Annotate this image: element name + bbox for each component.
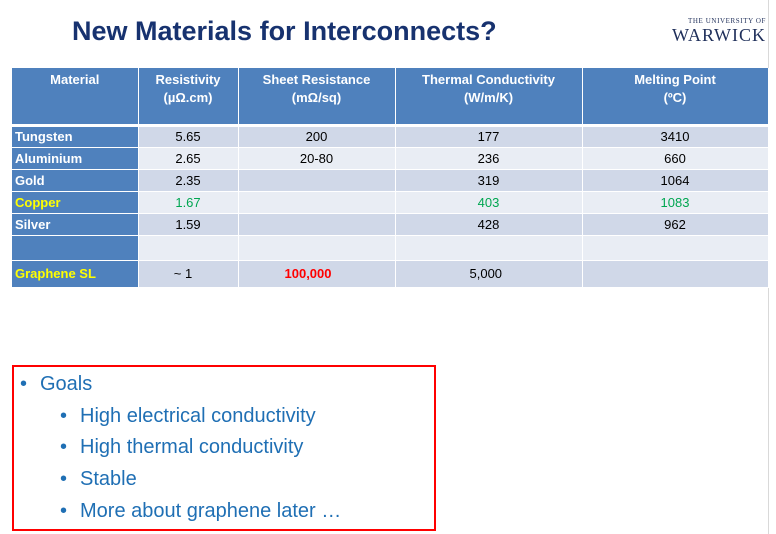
goals-heading: • Goals: [20, 373, 93, 395]
table-row-tungsten: Tungsten 5.65 200 177 3410: [12, 125, 769, 148]
thermal-conductivity-cell: 428: [395, 213, 583, 236]
table-row-silver: Silver 1.59 428 962: [12, 213, 769, 236]
university-logo: THE UNIVERSITY OF WARWICK: [642, 17, 766, 45]
list-item: • Stable: [60, 468, 137, 490]
melting-point-cell: 962: [582, 213, 769, 236]
thermal-conductivity-cell: 177: [395, 125, 583, 148]
thermal-conductivity-cell: 319: [395, 169, 583, 192]
table-row-empty: [12, 235, 769, 261]
logo-big-text: WARWICK: [672, 25, 766, 45]
resistivity-cell: 2.65: [138, 147, 239, 170]
list-item: • High electrical conductivity: [60, 405, 316, 427]
slide-edge-divider: [768, 0, 769, 534]
list-item: • High thermal conductivity: [60, 436, 304, 458]
sheet-resistance-cell: [238, 169, 396, 192]
material-cell: Graphene SL: [12, 260, 139, 288]
sheet-resistance-cell: 20-80: [238, 147, 396, 170]
sheet-resistance-cell: [238, 191, 396, 214]
slide-title: New Materials for Interconnects?: [72, 16, 497, 46]
table-row-copper: Copper 1.67 403 1083: [12, 191, 769, 214]
header-sheet-resistance: Sheet Resistance (mΩ/sq): [238, 68, 396, 127]
material-cell: [12, 235, 139, 261]
material-cell: Silver: [12, 213, 139, 236]
header-thermal-conductivity: Thermal Conductivity (W/m/K): [395, 68, 583, 127]
melting-point-cell: 1083: [582, 191, 769, 214]
melting-point-cell: 660: [582, 147, 769, 170]
sheet-resistance-cell: [238, 235, 396, 261]
bullet-icon: •: [60, 500, 68, 522]
material-cell: Aluminium: [12, 147, 139, 170]
thermal-conductivity-cell: 403: [395, 191, 583, 214]
list-item: • More about graphene later …: [60, 500, 342, 522]
sheet-resistance-cell: 100,000: [238, 260, 396, 288]
header-melting-point: Melting Point (ºC): [582, 68, 769, 127]
goals-box: • Goals • High electrical conductivity • Hi…: [12, 365, 436, 531]
resistivity-cell: ~ 1: [138, 260, 239, 288]
table-row-aluminium: Aluminium 2.65 20-80 236 660: [12, 147, 769, 170]
bullet-icon: •: [60, 405, 68, 427]
material-cell: Tungsten: [12, 125, 139, 148]
table-row-graphene: Graphene SL ~ 1 100,000 5,000: [12, 260, 769, 288]
melting-point-cell: 1064: [582, 169, 769, 192]
melting-point-cell: 3410: [582, 125, 769, 148]
bullet-icon: •: [60, 468, 68, 490]
bullet-icon: •: [20, 373, 28, 395]
header-material: Material: [12, 68, 139, 127]
logo-small-text: THE UNIVERSITY OF: [688, 17, 766, 25]
melting-point-cell: [582, 260, 769, 288]
resistivity-cell: 1.59: [138, 213, 239, 236]
resistivity-cell: 5.65: [138, 125, 239, 148]
thermal-conductivity-cell: [395, 235, 583, 261]
melting-point-cell: [582, 235, 769, 261]
materials-table: Material Resistivity (µΩ.cm) Sheet Resist…: [12, 68, 769, 288]
material-cell: Gold: [12, 169, 139, 192]
bullet-icon: •: [60, 436, 68, 458]
resistivity-cell: 2.35: [138, 169, 239, 192]
table-row-gold: Gold 2.35 319 1064: [12, 169, 769, 192]
material-cell: Copper: [12, 191, 139, 214]
thermal-conductivity-cell: 5,000: [395, 260, 583, 288]
resistivity-cell: [138, 235, 239, 261]
table-header-row: Material Resistivity (µΩ.cm) Sheet Resist…: [12, 68, 769, 127]
resistivity-cell: 1.67: [138, 191, 239, 214]
thermal-conductivity-cell: 236: [395, 147, 583, 170]
sheet-resistance-cell: 200: [238, 125, 396, 148]
header-resistivity: Resistivity (µΩ.cm): [138, 68, 239, 127]
sheet-resistance-cell: [238, 213, 396, 236]
